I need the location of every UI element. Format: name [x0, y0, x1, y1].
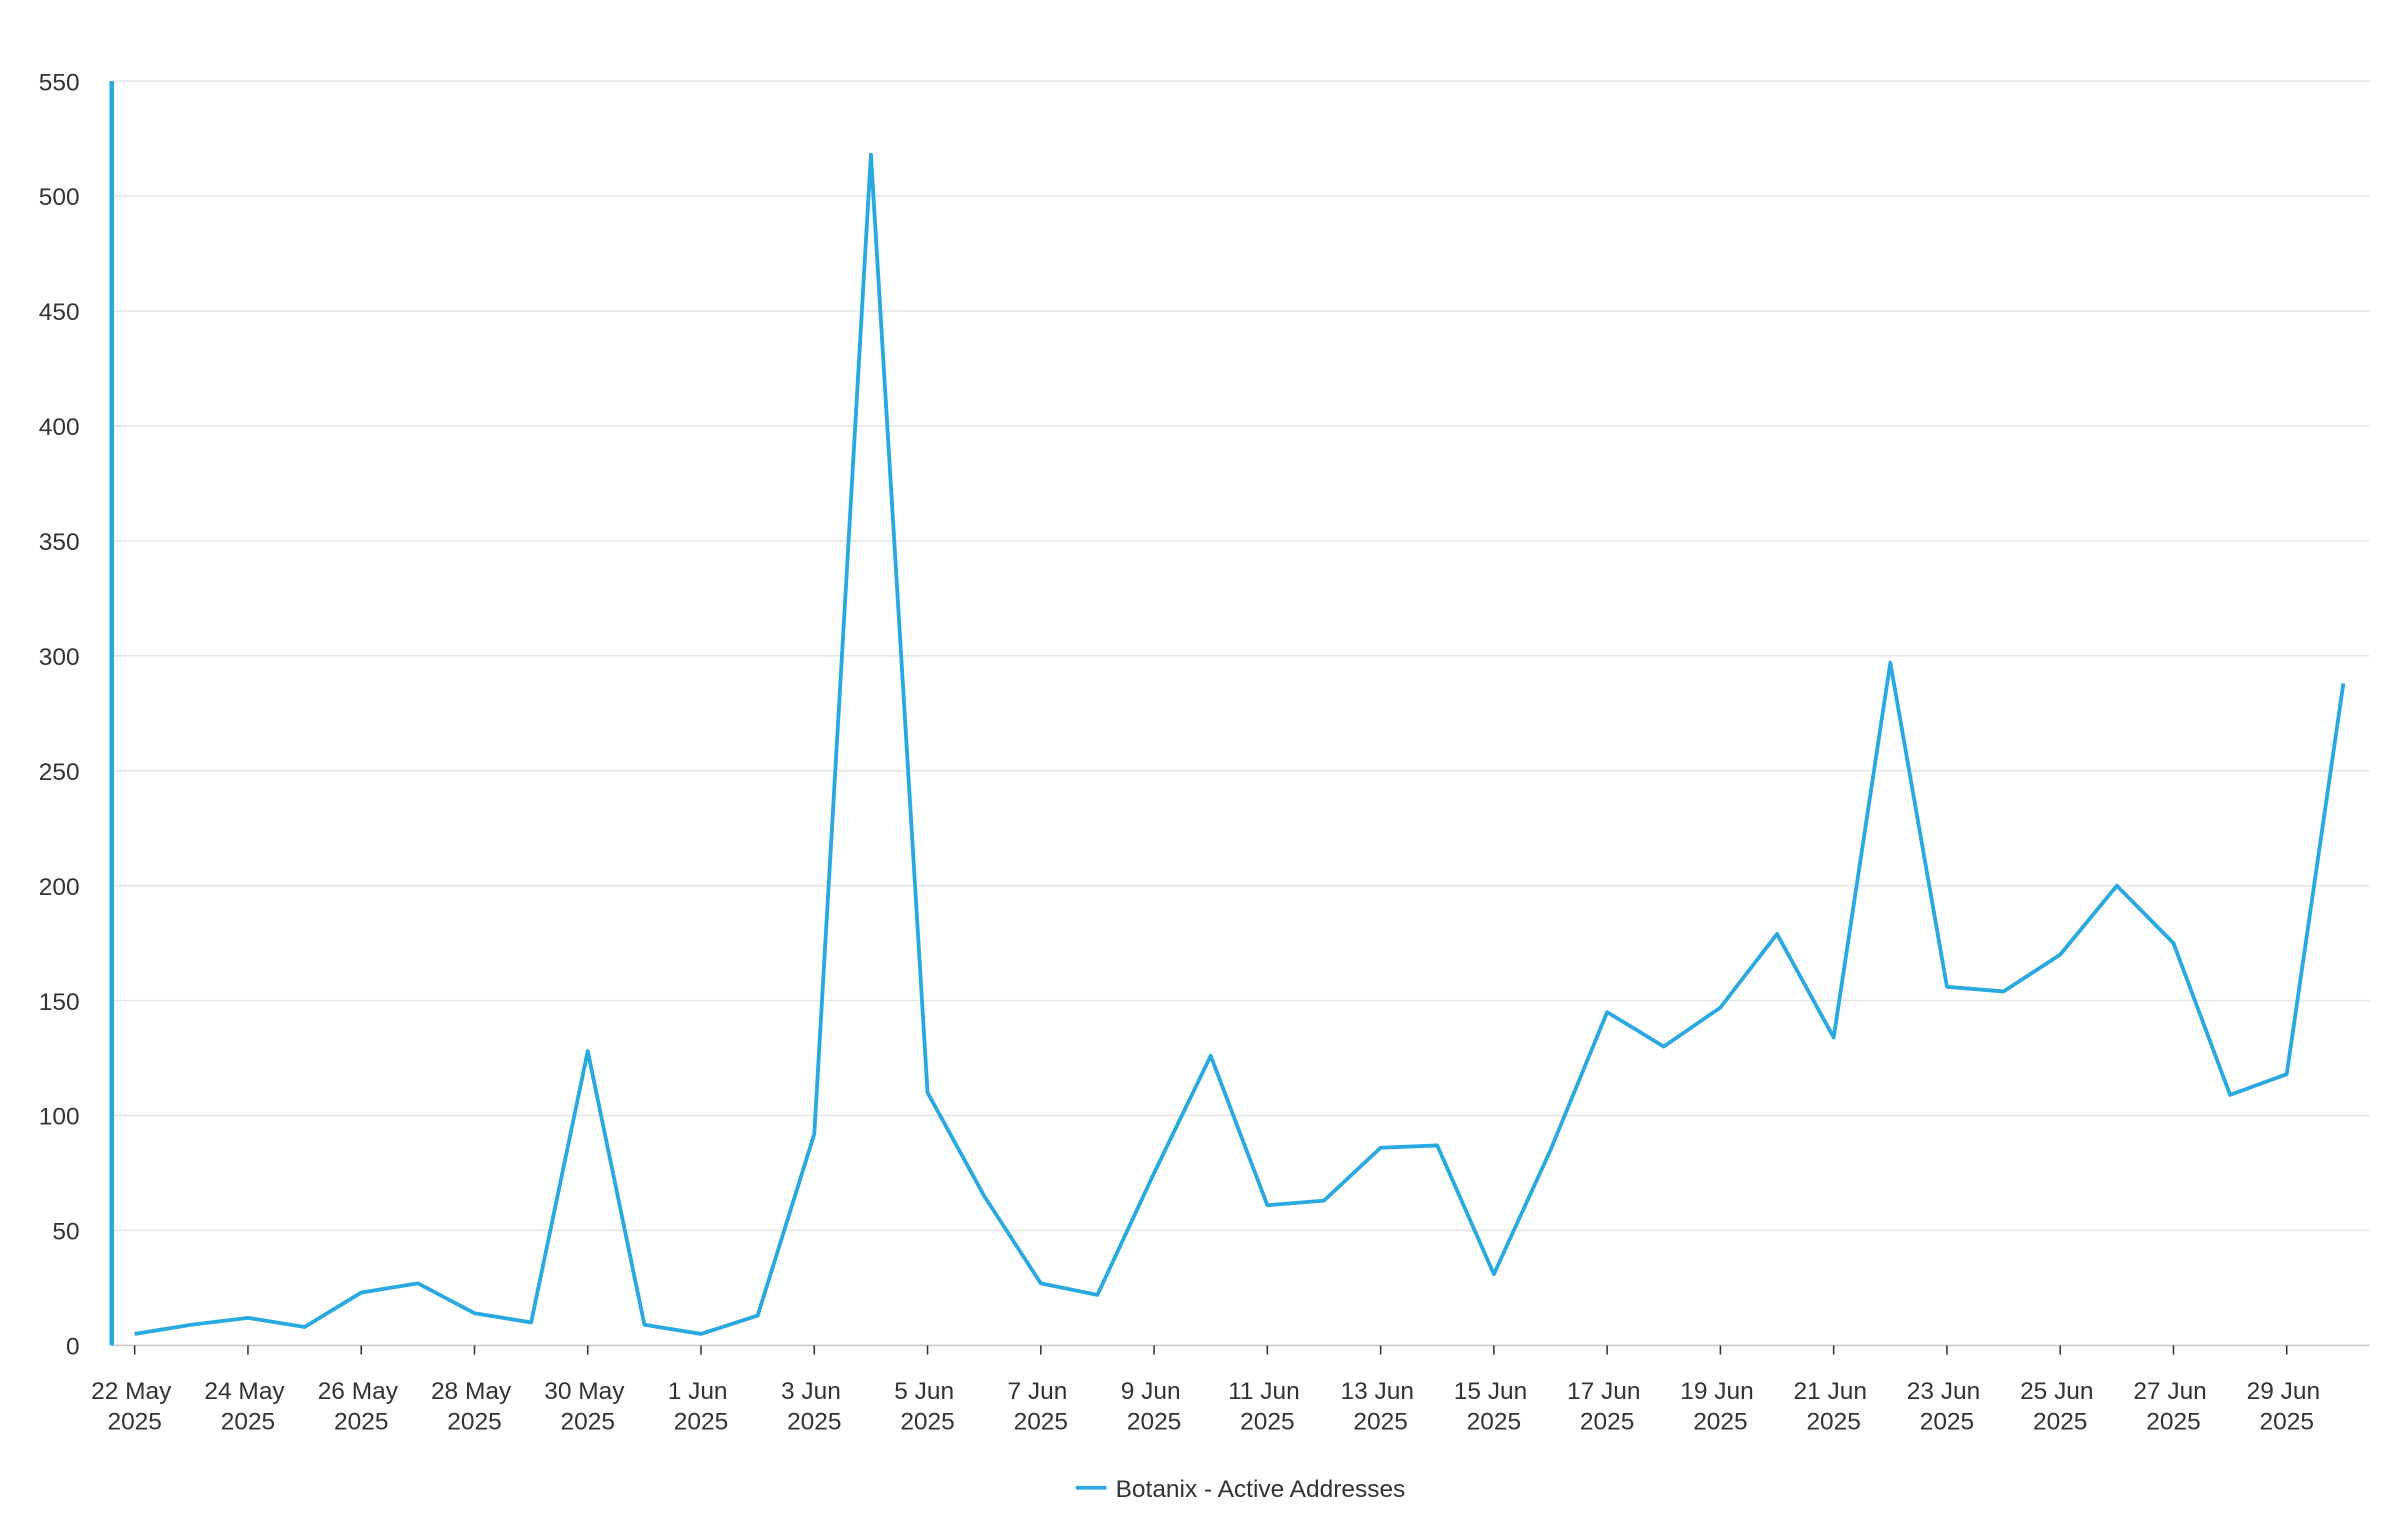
x-tick-label: 30 May 2025: [544, 1378, 631, 1436]
x-tick-label-line: 29 Jun: [2247, 1378, 2327, 1405]
x-tick-label-line: 2025: [787, 1409, 841, 1436]
x-tick-label-line: 26 May: [318, 1378, 405, 1405]
y-tick-label: 400: [39, 414, 80, 441]
x-tick-label-line: 2025: [1353, 1409, 1407, 1436]
x-tick-label: 29 Jun 2025: [2247, 1378, 2327, 1436]
x-tick-label-line: 2025: [1806, 1409, 1860, 1436]
y-tick-label: 50: [52, 1219, 79, 1246]
x-tick-label-line: 2025: [2260, 1409, 2314, 1436]
x-tick-label: 25 Jun 2025: [2020, 1378, 2100, 1436]
x-tick-label-line: 2025: [1014, 1409, 1068, 1436]
x-tick-label-line: 13 Jun: [1340, 1378, 1420, 1405]
x-tick-label-line: 2025: [1240, 1409, 1294, 1436]
y-tick-label: 300: [39, 644, 80, 671]
x-tick-label-line: 25 Jun: [2020, 1378, 2100, 1405]
y-tick-label: 350: [39, 529, 80, 556]
line-series: [134, 152, 2346, 1336]
legend-item: Botanix - Active Addresses: [1075, 1476, 1406, 1503]
x-tick-label: 15 Jun 2025: [1454, 1378, 1534, 1436]
x-tick-label: 22 May 2025: [91, 1378, 178, 1436]
x-tick-label-line: 23 Jun: [1907, 1378, 1987, 1405]
x-tick-label-line: 7 Jun: [1007, 1378, 1074, 1405]
y-tick-label: 550: [39, 69, 80, 96]
x-tick-label-line: 2025: [1580, 1409, 1634, 1436]
y-tick-label: 450: [39, 299, 80, 326]
x-tick-label: 3 Jun 2025: [781, 1378, 848, 1436]
x-tick-label-line: 2025: [1693, 1409, 1747, 1436]
x-tick-label: 9 Jun 2025: [1121, 1378, 1188, 1436]
x-tick-label-line: 2025: [674, 1409, 728, 1436]
x-tick-label-line: 2025: [334, 1409, 388, 1436]
x-tick-label-line: 30 May: [544, 1378, 631, 1405]
x-tick-label: 27 Jun 2025: [2133, 1378, 2213, 1436]
x-tick-label-line: 2025: [447, 1409, 501, 1436]
x-tick-label: 13 Jun 2025: [1340, 1378, 1420, 1436]
x-tick-label: 7 Jun 2025: [1007, 1378, 1074, 1436]
x-tick-label-line: 5 Jun: [894, 1378, 961, 1405]
x-tick-label-line: 3 Jun: [781, 1378, 848, 1405]
x-tick-label-line: 22 May: [91, 1378, 178, 1405]
x-tick-label-line: 9 Jun: [1121, 1378, 1188, 1405]
x-tick-label: 23 Jun 2025: [1907, 1378, 1987, 1436]
x-tick-label-line: 21 Jun: [1794, 1378, 1874, 1405]
y-tick-label: 100: [39, 1104, 80, 1131]
y-tick-label: 150: [39, 989, 80, 1016]
x-tick-label-line: 2025: [2146, 1409, 2200, 1436]
legend-label: Botanix - Active Addresses: [1116, 1476, 1406, 1503]
x-tick-label: 26 May 2025: [318, 1378, 405, 1436]
x-tick-label-line: 2025: [1920, 1409, 1974, 1436]
x-tick-label: 17 Jun 2025: [1567, 1378, 1647, 1436]
x-tick-label-line: 2025: [1127, 1409, 1181, 1436]
x-tick-label-line: 24 May: [204, 1378, 291, 1405]
x-tick-label-line: 17 Jun: [1567, 1378, 1647, 1405]
x-tick-label-line: 1 Jun: [668, 1378, 735, 1405]
x-tick-label: 5 Jun 2025: [894, 1378, 961, 1436]
x-tick-label-line: 27 Jun: [2133, 1378, 2213, 1405]
x-tick-label-line: 2025: [221, 1409, 275, 1436]
x-tick-label-line: 2025: [2033, 1409, 2087, 1436]
x-tick-label-line: 2025: [561, 1409, 615, 1436]
x-tick-label-line: 28 May: [431, 1378, 518, 1405]
x-tick-label-line: 2025: [900, 1409, 954, 1436]
x-tick-label: 24 May 2025: [204, 1378, 291, 1436]
y-tick-label: 200: [39, 874, 80, 901]
x-tick-label-line: 2025: [1467, 1409, 1521, 1436]
y-tick-label: 500: [39, 184, 80, 211]
x-tick-label: 19 Jun 2025: [1680, 1378, 1760, 1436]
y-tick-label: 250: [39, 759, 80, 786]
x-tick-label-line: 15 Jun: [1454, 1378, 1534, 1405]
x-tick-label: 1 Jun 2025: [668, 1378, 735, 1436]
x-tick-label: 21 Jun 2025: [1794, 1378, 1874, 1436]
x-tick-label-line: 2025: [107, 1409, 161, 1436]
y-tick-label: 0: [66, 1334, 80, 1361]
x-tick-label-line: 11 Jun: [1228, 1378, 1306, 1405]
x-tick-label: 11 Jun 2025: [1228, 1378, 1306, 1436]
x-tick-label: 28 May 2025: [431, 1378, 518, 1436]
x-tick-label-line: 19 Jun: [1680, 1378, 1760, 1405]
